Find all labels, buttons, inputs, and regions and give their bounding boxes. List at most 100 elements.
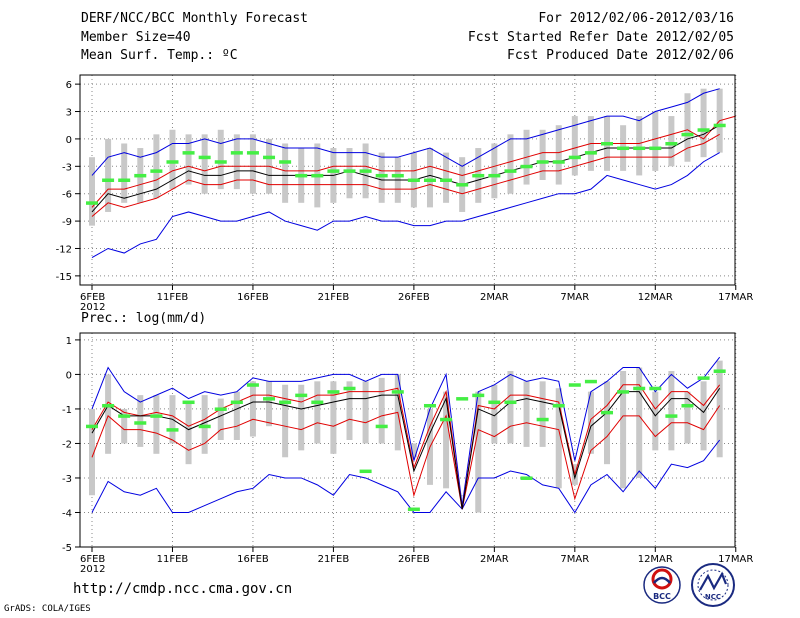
temp-marker [536,160,549,164]
temp-marker [214,160,227,164]
prec-xlabel: 6FEB [80,554,105,565]
temp-ensemble-bar [233,134,240,190]
prec-marker [311,400,324,405]
temp-ensemble-bar [443,152,450,203]
prec-marker [440,417,453,422]
temp-marker [166,160,179,164]
prec-ensemble-bar [362,381,369,444]
temp-xlabel: 17MAR [718,292,753,303]
prec-ylabel: 0 [66,370,72,381]
prec-marker [102,403,115,408]
prec-ensemble-bar [378,377,385,444]
temp-ylabel: -9 [62,217,72,228]
prec-marker [279,400,292,405]
prec-ensemble-bar [314,381,321,444]
prec-ensemble-bar [217,398,224,440]
source-url[interactable]: http://cmdp.ncc.cma.gov.cn [73,581,293,597]
temp-ylabel: 6 [66,80,72,91]
temp-marker [681,132,694,137]
prec-ylabel: -5 [62,543,72,554]
prec-ensemble-bar [459,495,466,497]
prec-mean-line [91,387,721,510]
prec-marker [681,403,694,408]
prec-marker [504,400,517,405]
prec-xlabel: 12MAR [638,554,673,565]
prec-xlabel: 11FEB [157,554,189,565]
temp-marker [423,178,436,182]
temp-ensemble-bar [169,129,176,190]
ncc-logo-text: NCC [705,593,721,601]
prec-marker [713,369,726,373]
temp-ensemble-bar [217,129,224,190]
prec-ensemble-bar [539,381,546,447]
fcst-produced-date: Fcst Produced Date 2012/02/06 [507,48,734,63]
bcc-logo: BCC [643,566,681,604]
prec-marker [488,400,501,405]
temp-ylabel: 3 [66,108,72,119]
temp-ensemble-bar [185,134,192,185]
prec-marker [86,424,98,429]
temp-ensemble-bar [426,148,433,208]
temp-ensemble-bar [668,116,675,167]
prec-marker [166,428,179,432]
temp-marker [552,160,565,164]
temp-marker [86,201,98,205]
temp-marker [697,128,710,132]
prec-xlabel: 2012 [80,564,105,575]
temp-ensemble-bar [201,134,208,194]
temp-mean-line [91,124,720,213]
temp-ylabel: -12 [56,244,72,255]
temp-xlabel: 21FEB [318,292,350,303]
temp-spread-high-line [91,115,736,208]
prec-ensemble-bar [185,402,192,465]
prec-spread-high-line [91,384,721,510]
prec-marker [295,393,308,398]
temp-ensemble-bar [346,148,353,199]
prec-marker [230,400,243,405]
prec-ensemble-bar [636,367,643,478]
prec-frame [79,332,736,548]
prec-ensemble-bar [652,391,659,451]
temp-ensemble-bar [249,134,256,194]
chart-title: DERF/NCC/BCC Monthly Forecast [81,11,308,26]
prec-marker [150,414,163,418]
prec-ensemble-bar [121,408,128,444]
prec-marker [214,407,227,411]
prec-xlabel: 2MAR [480,554,509,565]
temp-marker [327,169,340,173]
temp-marker [504,169,517,173]
prec-xlabel: 26FEB [398,554,430,565]
prec-ensemble-bar [523,381,530,447]
temp-xlabel: 16FEB [237,292,269,303]
temp-marker [150,169,163,173]
prec-ensemble-bar [443,391,450,489]
prec-ensemble-bar [346,381,353,440]
temp-marker [649,146,662,151]
prec-marker [552,403,565,408]
temp-xlabel: 12MAR [638,292,673,303]
prec-marker [697,376,710,380]
prec-ensemble-bar [330,381,337,454]
temp-marker [279,160,292,164]
precip-label: Prec.: log(mm/d) [81,311,207,326]
temp-marker [343,169,356,173]
prec-ylabel: -3 [62,474,72,485]
temp-ensemble-bar [105,138,112,212]
prec-marker [182,400,195,405]
temp-ensemble-bar [507,134,514,194]
prec-ylabel: -4 [62,508,72,519]
temp-marker [118,178,131,182]
prec-marker [359,469,372,474]
temp-ylabel: -3 [62,162,72,173]
prec-ensemble-bar [491,384,498,444]
temp-xlabel: 6FEB [80,292,105,303]
prec-ensemble-bar [105,374,112,454]
temp-marker [407,178,420,182]
temp-marker [568,155,581,160]
temp-ensemble-bar [153,134,160,199]
temp-marker [488,173,501,178]
temp-marker [633,146,646,151]
bcc-logo-text: BCC [653,592,671,601]
temp-max-line [91,88,720,176]
